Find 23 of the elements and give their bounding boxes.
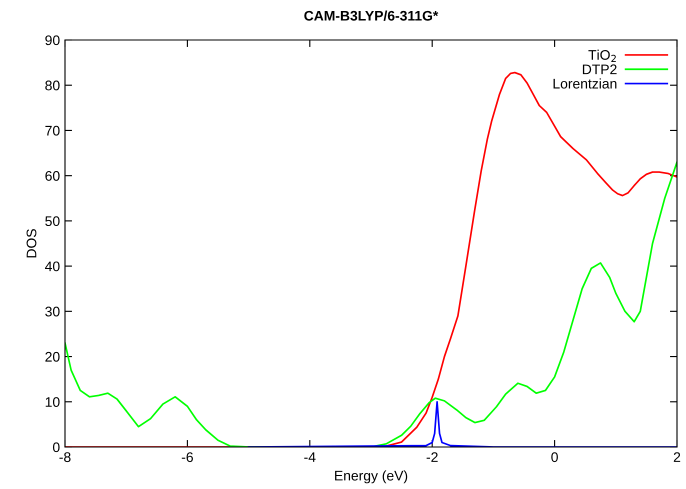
y-tick-label: 40 [45, 261, 60, 272]
y-tick-label: 10 [46, 397, 60, 407]
chart-title: CAM-B3LYP/6-311G* [304, 10, 438, 21]
x-tick-label: -4 [304, 452, 316, 462]
y-tick-label: 60 [45, 171, 60, 181]
x-tick-label: -6 [182, 452, 193, 462]
legend-label: TiO$_{2}$ [588, 50, 616, 62]
y-axis-title: DOS [26, 229, 36, 258]
y-tick-label: 70 [45, 126, 60, 136]
y-tick-label: 80 [45, 80, 60, 90]
line-series [248, 400, 677, 447]
y-tick-label: 20 [45, 352, 60, 362]
x-tick-label: 2 [674, 452, 680, 462]
y-tick-label: 0 [52, 442, 60, 452]
legend-label: Lorentzian [554, 78, 616, 89]
y-tick-label: 50 [45, 216, 60, 226]
legend-label: DTP2 [582, 64, 617, 74]
y-tick-label: 30 [45, 306, 60, 317]
y-tick-label: 90 [45, 35, 60, 46]
x-tick-label: 0 [551, 452, 558, 462]
x-axis-title: Energy (eV) [335, 470, 408, 484]
x-tick-label: -8 [59, 452, 71, 462]
x-tick-label: -2 [426, 452, 438, 462]
